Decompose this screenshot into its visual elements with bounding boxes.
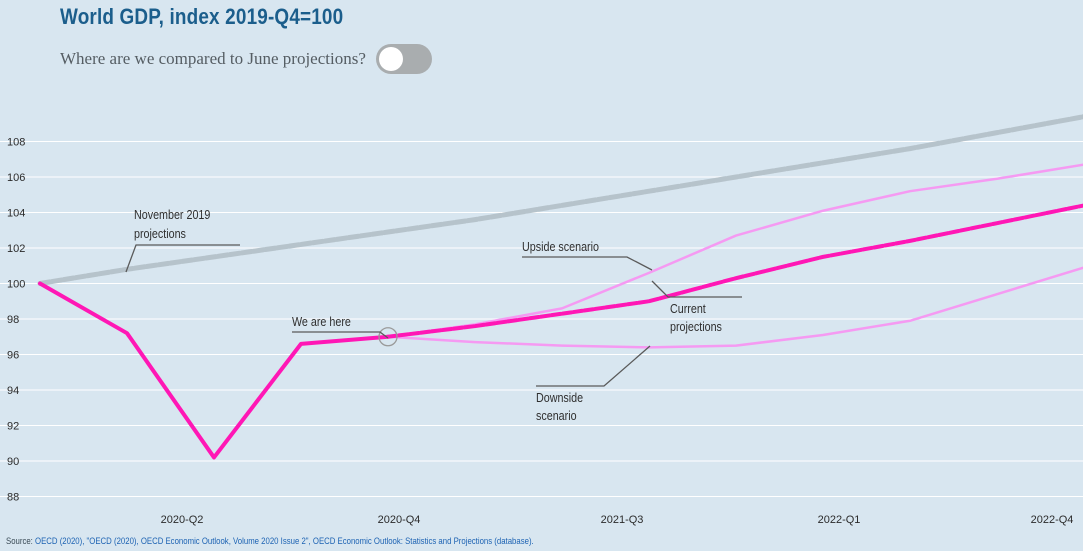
y-tick-label: 92: [7, 421, 19, 433]
series-line-current: [386, 203, 1083, 339]
annotation-nov2019-label: projections: [134, 227, 186, 241]
annotation-we-are-here-leader: [292, 331, 389, 339]
annotation-upside-label: Upside scenario: [522, 240, 599, 254]
x-tick-label: 2020-Q2: [161, 514, 204, 526]
series-line-actual: [38, 281, 390, 460]
series-line-upside: [386, 163, 1083, 338]
y-axis-ticks: 88 90 92 94 96 98 100 102 104 106 108: [7, 137, 25, 504]
y-tick-label: 94: [7, 385, 19, 397]
annotation-current-label: Current: [670, 302, 706, 316]
annotation-nov2019-label: November 2019: [134, 208, 210, 222]
annotations: November 2019 projections We are here Upsid…: [125, 208, 742, 423]
june-projections-toggle[interactable]: [375, 44, 432, 74]
y-tick-label: 100: [7, 279, 25, 291]
annotation-current-leader: [651, 280, 742, 298]
source-link[interactable]: OECD (2020), "OECD (2020), OECD Economic…: [35, 536, 534, 547]
y-tick-label: 90: [7, 456, 19, 468]
gridlines: [0, 141, 1083, 497]
source-note: Source: OECD (2020), "OECD (2020), OECD …: [6, 536, 534, 547]
x-tick-label: 2022-Q1: [818, 514, 861, 526]
annotation-nov2019-leader: [125, 244, 240, 273]
x-tick-label: 2021-Q3: [601, 514, 644, 526]
series-line-downside: [386, 266, 1083, 349]
x-axis-ticks: 2020-Q2 2020-Q4 2021-Q3 2022-Q1 2022-Q4: [161, 514, 1074, 526]
source-prefix: Source:: [6, 536, 36, 547]
series-line-nov2019: [37, 114, 1083, 286]
chart-subtitle: Where are we compared to June projection…: [60, 49, 366, 68]
subtitle-row: Where are we compared to June projection…: [60, 44, 432, 74]
y-tick-label: 96: [7, 350, 19, 362]
annotation-we-are-here-label: We are here: [292, 315, 351, 329]
y-tick-label: 102: [7, 243, 25, 255]
y-tick-label: 98: [7, 314, 19, 326]
annotation-upside-leader: [522, 256, 653, 271]
y-tick-label: 108: [7, 137, 25, 149]
toggle-knob: [378, 47, 403, 71]
we-are-here-marker: [378, 327, 398, 347]
chart-title: World GDP, index 2019-Q4=100: [60, 4, 344, 29]
annotation-downside-leader: [536, 345, 651, 387]
annotation-downside-label: scenario: [536, 409, 577, 423]
y-tick-label: 104: [7, 208, 25, 220]
annotation-downside-label: Downside: [536, 391, 583, 405]
y-tick-label: 88: [7, 492, 19, 504]
annotation-current-label: projections: [670, 320, 722, 334]
x-tick-label: 2020-Q4: [378, 514, 421, 526]
series-lines: [37, 114, 1083, 460]
y-tick-label: 106: [7, 172, 25, 184]
x-tick-label: 2022-Q4: [1031, 514, 1074, 526]
